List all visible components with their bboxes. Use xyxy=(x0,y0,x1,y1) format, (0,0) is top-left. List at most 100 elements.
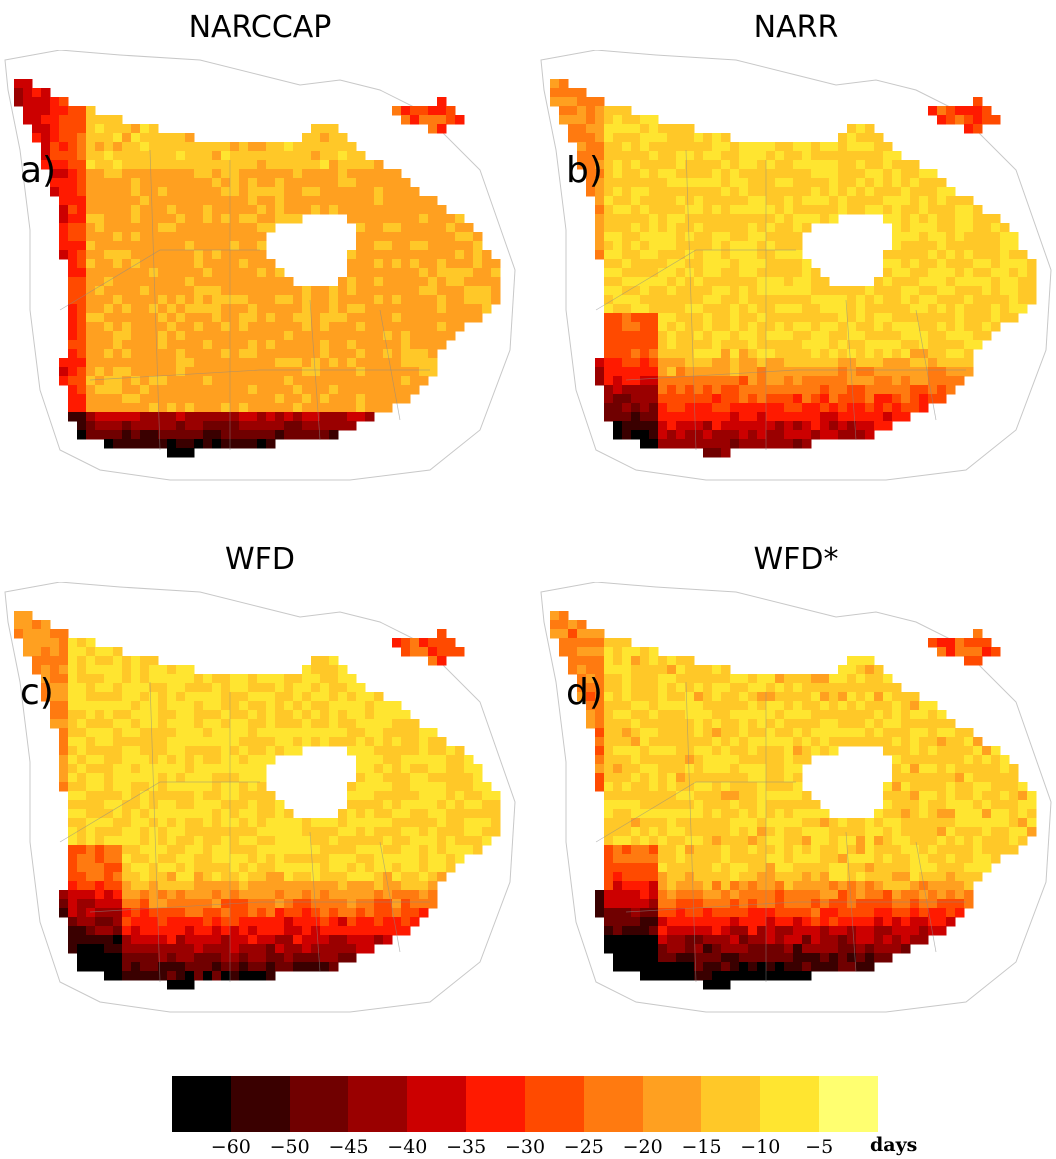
grid-cell xyxy=(302,836,312,846)
grid-cell xyxy=(329,827,339,837)
grid-cell xyxy=(419,286,429,296)
grid-cell xyxy=(77,656,87,666)
grid-cell xyxy=(212,313,222,323)
grid-cell xyxy=(221,845,231,855)
grid-cell xyxy=(212,827,222,837)
grid-cell xyxy=(784,277,794,287)
grid-cell xyxy=(410,250,420,260)
grid-cell xyxy=(113,917,123,927)
grid-cell xyxy=(856,683,866,693)
grid-cell xyxy=(239,376,249,386)
grid-cell xyxy=(59,133,69,143)
grid-cell xyxy=(140,800,150,810)
grid-cell xyxy=(284,196,294,206)
grid-cell xyxy=(973,304,983,314)
grid-cell xyxy=(194,187,204,197)
grid-cell xyxy=(658,394,668,404)
grid-cell xyxy=(50,142,60,152)
grid-cell xyxy=(41,142,51,152)
map-panel-narr: NARR b) xyxy=(536,0,1056,520)
grid-cell xyxy=(973,656,983,666)
grid-cell xyxy=(595,133,605,143)
grid-cell xyxy=(622,638,632,648)
grid-cell xyxy=(77,908,87,918)
grid-cell xyxy=(811,403,821,413)
grid-cell xyxy=(482,268,492,278)
grid-cell xyxy=(266,890,276,900)
grid-cell xyxy=(1009,268,1019,278)
grid-cell xyxy=(176,728,186,738)
grid-cell xyxy=(595,214,605,224)
grid-cell xyxy=(703,223,713,233)
grid-cell xyxy=(946,241,956,251)
grid-cell xyxy=(649,232,659,242)
grid-cell xyxy=(973,115,983,125)
grid-cell xyxy=(410,277,420,287)
grid-cell xyxy=(446,854,456,864)
grid-cell xyxy=(122,791,132,801)
grid-cell xyxy=(266,349,276,359)
grid-cell xyxy=(266,917,276,927)
grid-cell xyxy=(428,728,438,738)
grid-cell xyxy=(131,277,141,287)
grid-cell xyxy=(739,674,749,684)
grid-cell xyxy=(167,980,177,990)
grid-cell xyxy=(374,746,384,756)
grid-cell xyxy=(320,331,330,341)
grid-cell xyxy=(892,394,902,404)
grid-cell xyxy=(275,917,285,927)
grid-cell xyxy=(77,205,87,215)
grid-cell xyxy=(613,106,623,116)
grid-cell xyxy=(802,313,812,323)
grid-cell xyxy=(104,223,114,233)
grid-cell xyxy=(613,178,623,188)
grid-cell xyxy=(140,773,150,783)
grid-cell xyxy=(658,430,668,440)
grid-cell xyxy=(838,160,848,170)
grid-cell xyxy=(284,412,294,422)
grid-cell xyxy=(50,115,60,125)
grid-cell xyxy=(685,755,695,765)
grid-cell xyxy=(275,142,285,152)
grid-cell xyxy=(901,295,911,305)
grid-cell xyxy=(401,872,411,882)
grid-cell xyxy=(973,259,983,269)
grid-cell xyxy=(820,151,830,161)
grid-cell xyxy=(919,773,929,783)
grid-cell xyxy=(203,439,213,449)
grid-cell xyxy=(176,322,186,332)
grid-cell xyxy=(293,872,303,882)
grid-cell xyxy=(86,277,96,287)
grid-cell xyxy=(401,385,411,395)
grid-cell xyxy=(104,277,114,287)
grid-cell xyxy=(847,313,857,323)
grid-cell xyxy=(991,746,1001,756)
grid-cell xyxy=(964,106,974,116)
grid-cell xyxy=(365,881,375,891)
grid-cell xyxy=(131,737,141,747)
grid-cell xyxy=(194,340,204,350)
grid-cell xyxy=(712,358,722,368)
grid-cell xyxy=(757,701,767,711)
grid-cell xyxy=(685,728,695,738)
grid-cell xyxy=(658,737,668,747)
grid-cell xyxy=(320,863,330,873)
grid-cell xyxy=(203,322,213,332)
grid-cell xyxy=(919,232,929,242)
grid-cell xyxy=(703,755,713,765)
grid-cell xyxy=(928,223,938,233)
grid-cell xyxy=(59,223,69,233)
grid-cell xyxy=(991,782,1001,792)
grid-cell xyxy=(910,322,920,332)
grid-cell xyxy=(757,277,767,287)
grid-cell xyxy=(419,890,429,900)
grid-cell xyxy=(329,728,339,738)
grid-cell xyxy=(383,863,393,873)
grid-cell xyxy=(401,746,411,756)
grid-cell xyxy=(185,926,195,936)
grid-cell xyxy=(1009,304,1019,314)
grid-cell xyxy=(577,106,587,116)
grid-cell xyxy=(140,421,150,431)
grid-cell xyxy=(257,818,267,828)
grid-cell xyxy=(113,286,123,296)
